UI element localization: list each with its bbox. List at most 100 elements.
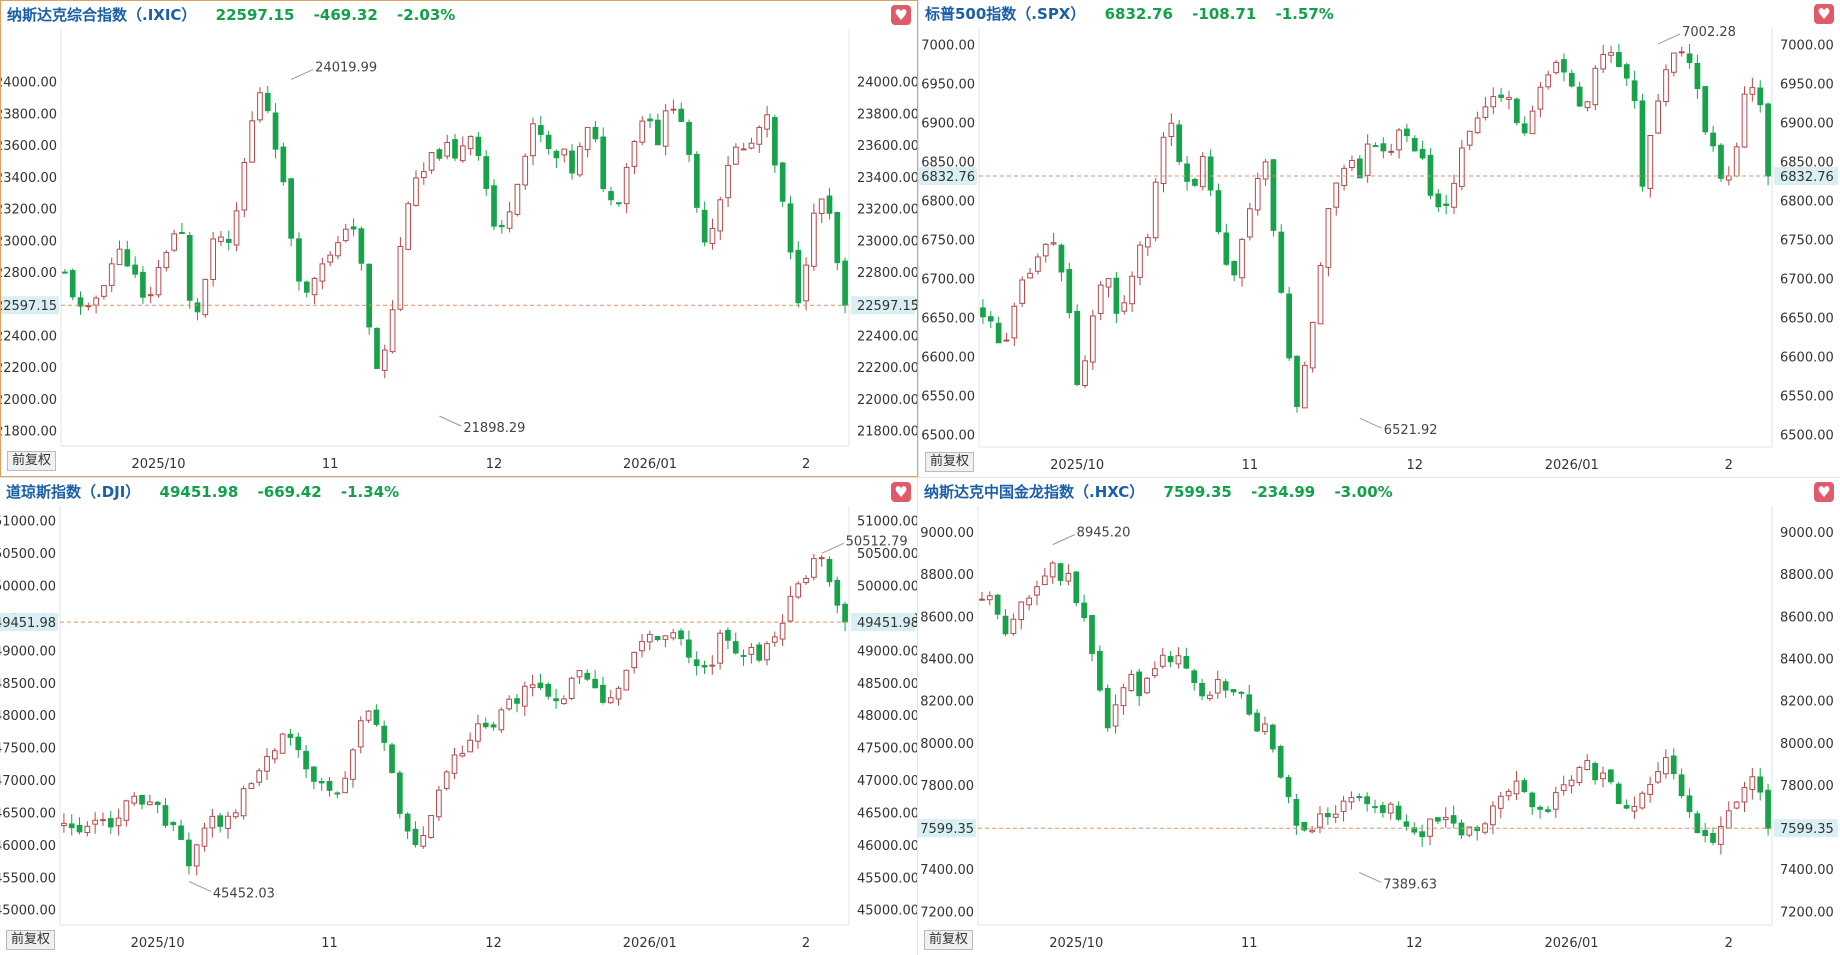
- x-tick-label: 2: [802, 457, 810, 472]
- candle-body: [303, 750, 309, 770]
- y-tick-label-right: 46000.00: [857, 839, 917, 854]
- candle-body: [686, 639, 692, 658]
- candle-body: [1592, 67, 1599, 106]
- candle-body: [155, 267, 162, 296]
- candle-body: [1600, 53, 1607, 70]
- favorite-heart-icon[interactable]: ♥: [1814, 4, 1834, 24]
- candle-body: [257, 92, 263, 121]
- y-tick-label-right: 7400.00: [1780, 863, 1834, 878]
- candle-body: [1702, 830, 1709, 837]
- candle-body: [1027, 272, 1033, 279]
- candle-body: [779, 622, 786, 640]
- candle-body: [1490, 805, 1496, 826]
- current-price-label-left: 22597.15: [1, 299, 57, 314]
- candle-body: [288, 178, 294, 239]
- y-tick-label-left: 6950.00: [921, 78, 975, 93]
- y-tick-label-right: 48500.00: [857, 677, 917, 692]
- index-price: 49451.98: [159, 483, 239, 501]
- candle-body: [1647, 783, 1654, 795]
- y-tick-label-left: 46000.00: [0, 839, 56, 854]
- candle-body: [1301, 821, 1308, 831]
- candle-body: [1521, 123, 1528, 134]
- chart-panel-hxc[interactable]: 纳斯达克中国金龙指数（.HXC） 7599.35 -234.99 -3.00% …: [918, 477, 1840, 955]
- index-name: 道琼斯指数（.DJI）: [6, 483, 141, 501]
- candle-body: [1183, 656, 1190, 669]
- current-price-tag-right: [851, 613, 915, 632]
- y-tick-label-right: 6750.00: [1780, 234, 1834, 249]
- candle-body: [1097, 284, 1104, 314]
- favorite-heart-icon[interactable]: ♥: [891, 482, 911, 502]
- candle-body: [1074, 310, 1080, 385]
- adjust-label[interactable]: 前复权: [6, 930, 56, 950]
- candle-body: [1387, 803, 1394, 814]
- candle-body: [1230, 689, 1237, 693]
- candle-body: [561, 698, 567, 705]
- candle-body: [1270, 159, 1277, 231]
- high-annotation: 7002.28: [1682, 25, 1736, 40]
- candle-body: [1419, 148, 1426, 159]
- candle-body: [1254, 712, 1260, 732]
- candle-body: [1466, 130, 1473, 146]
- candle-body: [1278, 231, 1285, 293]
- candle-body: [1765, 103, 1771, 177]
- chart-panel-dji[interactable]: 道琼斯指数（.DJI） 49451.98 -669.42 -1.34% ♥ 前复…: [0, 477, 918, 955]
- adjust-label[interactable]: 前复权: [924, 930, 974, 950]
- candle-body: [1057, 563, 1064, 581]
- candle-body: [545, 683, 552, 697]
- favorite-heart-icon[interactable]: ♥: [891, 5, 911, 25]
- candle-body: [467, 739, 473, 753]
- candle-body: [600, 684, 606, 703]
- candle-body: [1073, 571, 1080, 604]
- candle-body: [115, 817, 122, 827]
- candle-body: [740, 148, 747, 151]
- y-tick-label-left: 7400.00: [920, 863, 974, 878]
- high-annotation-leader: [1052, 534, 1075, 546]
- candle-body: [803, 578, 809, 584]
- y-tick-label-left: 6650.00: [921, 311, 975, 326]
- candle-body: [787, 203, 794, 253]
- candle-body: [1670, 755, 1677, 775]
- chart-panel-spx[interactable]: 标普500指数（.SPX） 6832.76 -108.71 -1.57% ♥ 前…: [918, 0, 1840, 477]
- candle-body: [1176, 124, 1183, 163]
- candle-body: [686, 121, 692, 155]
- low-annotation: 6521.92: [1384, 423, 1438, 438]
- x-tick-label: 2026/01: [623, 457, 677, 472]
- candle-body: [186, 839, 192, 867]
- candle-body: [1623, 805, 1630, 809]
- candle-body: [1301, 364, 1308, 409]
- y-tick-label-left: 7000.00: [921, 39, 975, 54]
- chart-panel-ixic[interactable]: 纳斯达克综合指数（.IXIC） 22597.15 -469.32 -2.03% …: [0, 0, 918, 477]
- candle-body: [1152, 668, 1158, 677]
- candle-body: [1584, 760, 1591, 771]
- candle-body: [350, 749, 356, 780]
- candle-body: [264, 755, 270, 772]
- candle-body: [1254, 178, 1261, 211]
- candle-body: [241, 161, 248, 211]
- current-price-label-right: 22597.15: [857, 299, 917, 314]
- candle-body: [1671, 52, 1677, 73]
- candle-body: [994, 594, 1001, 615]
- candle-body: [108, 263, 115, 286]
- candle-body: [1120, 687, 1127, 707]
- candle-body: [373, 709, 380, 725]
- candle-body: [1042, 243, 1049, 257]
- candle-body: [553, 150, 560, 159]
- y-tick-label-right: 48000.00: [857, 709, 917, 724]
- candle-body: [1041, 575, 1048, 586]
- candle-body: [451, 754, 458, 774]
- y-tick-label-left: 23600.00: [1, 139, 57, 154]
- favorite-heart-icon[interactable]: ♥: [1814, 482, 1834, 502]
- candle-body: [319, 263, 326, 282]
- adjust-label[interactable]: 前复权: [925, 452, 975, 472]
- y-tick-label-right: 6600.00: [1780, 350, 1834, 365]
- candle-body: [1521, 780, 1528, 793]
- candle-body: [1050, 242, 1057, 245]
- adjust-label[interactable]: 前复权: [7, 451, 57, 471]
- candle-body: [1199, 156, 1206, 188]
- candle-body: [811, 558, 817, 578]
- candle-body: [413, 177, 419, 206]
- candle-body: [1191, 670, 1198, 683]
- candle-body: [576, 670, 583, 678]
- x-tick-label: 2: [802, 936, 810, 951]
- candle-body: [522, 155, 529, 186]
